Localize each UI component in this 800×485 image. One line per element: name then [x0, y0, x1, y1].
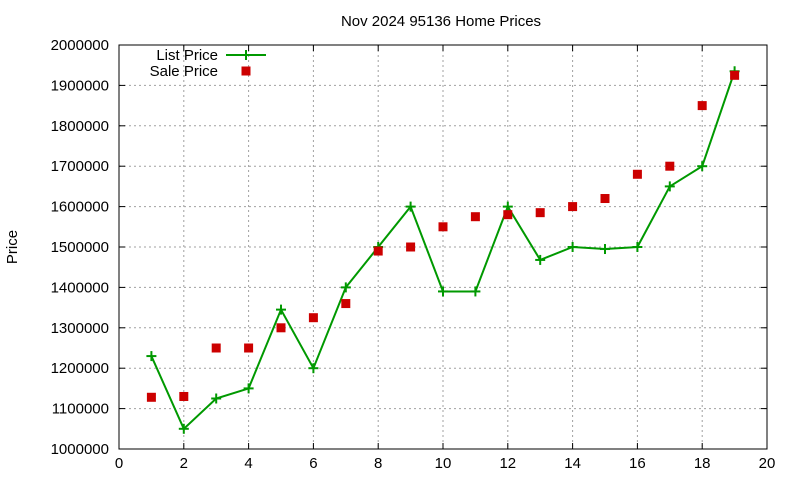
- list-price-point: [178, 423, 189, 434]
- sale-price-point: [341, 299, 351, 309]
- list-price-point: [340, 282, 351, 293]
- series-1: [146, 70, 740, 402]
- sale-price-point: [730, 70, 740, 80]
- sale-price-point: [406, 242, 416, 252]
- y-tick-label: 1700000: [51, 158, 109, 175]
- sale-price-point: [535, 208, 545, 218]
- x-tick-label: 16: [629, 455, 646, 472]
- sale-price-point: [568, 202, 578, 212]
- legend-label: List Price: [156, 47, 218, 64]
- sale-price-point: [211, 343, 221, 353]
- sale-price-point: [244, 343, 254, 353]
- x-tick-label: 20: [759, 455, 776, 472]
- chart-title: Nov 2024 95136 Home Prices: [341, 13, 541, 30]
- x-tick-label: 12: [499, 455, 516, 472]
- x-tick-label: 10: [435, 455, 452, 472]
- y-tick-label: 1200000: [51, 360, 109, 377]
- y-axis-label: Price: [4, 230, 21, 264]
- y-tick-label: 1800000: [51, 118, 109, 135]
- sale-price-point: [438, 222, 448, 232]
- list-price-point: [697, 161, 708, 172]
- sale-price-point: [470, 212, 480, 222]
- list-price-point: [211, 393, 222, 404]
- y-tick-label: 1000000: [51, 441, 109, 458]
- list-price-point: [567, 242, 578, 252]
- legend-square-marker: [241, 66, 251, 76]
- x-tick-label: 2: [180, 455, 188, 472]
- axis-ticks: 0 2 4 6 8 10 12 14 16 18 20 1000000 1100000 1200000 13…: [51, 37, 776, 472]
- sale-price-point: [179, 391, 189, 401]
- list-price-point: [438, 286, 448, 297]
- sale-price-point: [308, 313, 318, 323]
- sale-price-point: [276, 323, 286, 333]
- grid-lines: [119, 45, 767, 449]
- x-tick-label: 14: [564, 455, 581, 472]
- list-price-point: [308, 363, 319, 374]
- x-tick-label: 4: [244, 455, 252, 472]
- x-tick-label: 6: [309, 455, 317, 472]
- sale-price-point: [600, 194, 610, 204]
- sale-price-point: [632, 169, 642, 179]
- legend-label: Sale Price: [150, 63, 218, 80]
- legend-plus-marker: [241, 50, 251, 60]
- list-price-point: [276, 304, 286, 315]
- sale-price-point: [697, 101, 707, 111]
- x-tick-label: 18: [694, 455, 711, 472]
- x-tick-label: 0: [115, 455, 123, 472]
- data-series: [146, 66, 740, 434]
- list-price-point: [600, 244, 610, 255]
- list-price-point: [243, 383, 254, 394]
- list-price-point: [535, 254, 546, 265]
- y-tick-label: 1100000: [52, 401, 109, 418]
- y-tick-label: 1400000: [51, 279, 109, 296]
- y-tick-label: 1500000: [51, 239, 109, 256]
- y-tick-label: 1300000: [51, 320, 109, 337]
- sale-price-point: [373, 246, 383, 256]
- list-price-point: [146, 351, 157, 362]
- list-price-point: [470, 286, 481, 297]
- x-tick-label: 8: [374, 455, 382, 472]
- y-tick-label: 1900000: [51, 77, 109, 94]
- y-tick-label: 2000000: [51, 37, 109, 54]
- y-tick-label: 1600000: [51, 199, 109, 216]
- sale-price-point: [146, 392, 156, 402]
- list-price-point: [405, 201, 416, 212]
- list-price-point: [632, 242, 643, 252]
- list-price-point: [664, 181, 675, 192]
- sale-price-point: [503, 210, 513, 220]
- list-price-point: [502, 201, 513, 212]
- sale-price-point: [665, 161, 675, 171]
